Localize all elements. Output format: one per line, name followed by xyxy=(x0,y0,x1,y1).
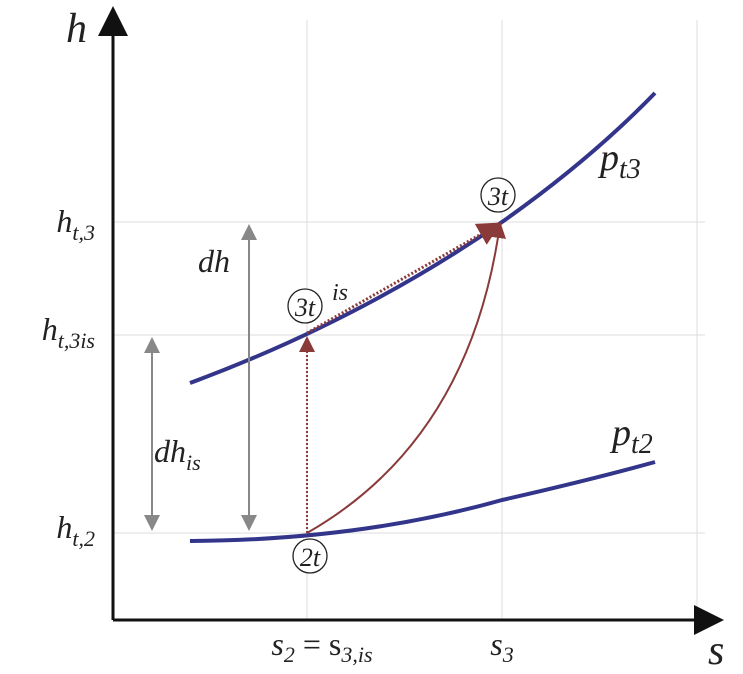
difference-label: dh xyxy=(198,243,230,279)
isobar-pt2 xyxy=(189,460,656,543)
grid xyxy=(113,20,705,620)
difference-label: dhis xyxy=(154,433,201,475)
point-circle xyxy=(480,177,516,213)
point-label: 3t xyxy=(487,182,509,211)
x-tick-label: s2 = s3,is xyxy=(271,626,372,667)
x-tick-label: s3 xyxy=(490,626,513,667)
isobar-pt3 xyxy=(189,91,657,385)
point-circle xyxy=(287,288,323,324)
point-circle xyxy=(292,538,328,574)
x-axis-label: s xyxy=(708,628,724,674)
y-axis-label: h xyxy=(66,6,87,52)
curve-label: pt2 xyxy=(609,412,653,460)
loss-path xyxy=(306,222,502,335)
y-tick-label: ht,3 xyxy=(56,203,95,245)
y-tick-label: ht,2 xyxy=(56,509,95,551)
y-tick-label: ht,3is xyxy=(42,311,95,353)
point-label: 3t is xyxy=(294,280,348,322)
real-path xyxy=(306,222,506,534)
curve-label: pt3 xyxy=(597,137,641,185)
point-label: 2t xyxy=(300,543,321,572)
